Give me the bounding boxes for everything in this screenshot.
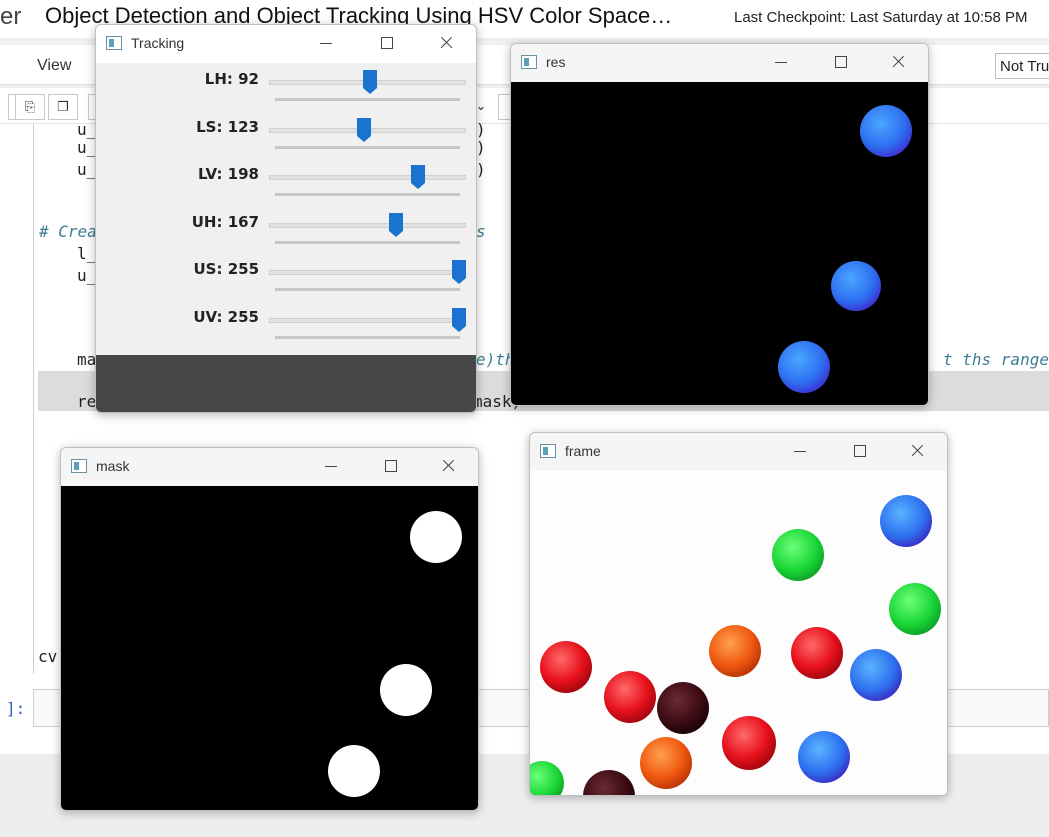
trackbar-label: US: 255 bbox=[193, 260, 259, 278]
res-image-drawing bbox=[778, 105, 912, 393]
slider-thumb-icon[interactable] bbox=[357, 118, 372, 142]
trackbar-ticks bbox=[275, 288, 460, 291]
cell-prompt: ]: bbox=[6, 699, 26, 718]
close-icon[interactable] bbox=[437, 454, 461, 478]
code-line: ma bbox=[77, 350, 97, 369]
trackbar-ls: LS: 123 bbox=[96, 114, 476, 161]
maximize-icon[interactable] bbox=[379, 454, 403, 478]
trackbar-label: LV: 198 bbox=[198, 165, 259, 183]
close-icon[interactable] bbox=[887, 50, 911, 74]
code-line: l_ bbox=[77, 244, 97, 263]
frame-image bbox=[530, 471, 947, 795]
tracking-empty-area bbox=[96, 355, 476, 412]
code-line: u_ bbox=[77, 138, 97, 157]
slider-thumb-icon[interactable] bbox=[452, 308, 466, 332]
app-window-icon bbox=[71, 459, 87, 473]
trackbar-uv: UV: 255 bbox=[96, 304, 476, 351]
maximize-icon[interactable] bbox=[829, 50, 853, 74]
tracking-titlebar[interactable]: Tracking bbox=[96, 25, 476, 63]
minimize-icon[interactable] bbox=[319, 454, 343, 478]
trackbar-lv: LV: 198 bbox=[96, 161, 476, 208]
res-titlebar[interactable]: res bbox=[511, 44, 928, 82]
maximize-icon[interactable] bbox=[848, 439, 872, 463]
trackbar-ticks bbox=[275, 193, 460, 196]
minimize-icon[interactable] bbox=[314, 31, 338, 55]
slider-thumb-icon[interactable] bbox=[363, 70, 378, 94]
trackbar-lh: LH: 92 bbox=[96, 66, 476, 113]
tracking-window[interactable]: Tracking LH: 92 LS: 123 LV: 198 UH: 167 bbox=[95, 24, 477, 413]
jupyter-logo-fragment: er bbox=[0, 3, 22, 30]
trackbar-label: LH: 92 bbox=[204, 70, 259, 88]
code-line: cv bbox=[38, 647, 58, 666]
window-title: Tracking bbox=[131, 35, 185, 51]
trackbar-label: UV: 255 bbox=[193, 308, 259, 326]
code-line: u_ bbox=[77, 160, 97, 179]
minimize-icon[interactable] bbox=[769, 50, 793, 74]
dropdown-chevron-icon[interactable]: ⌄ bbox=[475, 94, 487, 120]
trackbar-us: US: 255 bbox=[96, 256, 476, 303]
trackbar-label: UH: 167 bbox=[191, 213, 259, 231]
trackbar-ticks bbox=[275, 336, 460, 339]
code-comment: # Crea bbox=[39, 222, 97, 241]
app-window-icon bbox=[106, 36, 122, 50]
trackbar-groove[interactable] bbox=[269, 223, 466, 228]
trackbar-uh: UH: 167 bbox=[96, 209, 476, 256]
code-line: u_ bbox=[77, 266, 97, 285]
copy-icon[interactable]: ⎘ bbox=[15, 94, 45, 120]
frame-titlebar[interactable]: frame bbox=[530, 433, 947, 471]
window-title: res bbox=[546, 54, 566, 70]
paste-icon[interactable]: ❐ bbox=[48, 94, 78, 120]
close-icon[interactable] bbox=[435, 31, 459, 55]
app-window-icon bbox=[521, 55, 537, 69]
slider-thumb-icon[interactable] bbox=[411, 165, 426, 189]
close-icon[interactable] bbox=[906, 439, 930, 463]
res-window[interactable]: res bbox=[510, 43, 929, 406]
trackbar-groove[interactable] bbox=[269, 318, 466, 323]
code-cell[interactable] bbox=[33, 124, 1049, 674]
slider-thumb-icon[interactable] bbox=[388, 213, 403, 237]
mask-titlebar[interactable]: mask bbox=[61, 448, 478, 486]
trackbar-panel: LH: 92 LS: 123 LV: 198 UH: 167 US: 255 bbox=[96, 63, 476, 355]
code-comment: s bbox=[476, 222, 486, 241]
trackbar-groove[interactable] bbox=[269, 175, 466, 180]
code-line: u_ bbox=[77, 120, 97, 139]
frame-image-drawing bbox=[530, 471, 947, 795]
minimize-icon[interactable] bbox=[788, 439, 812, 463]
frame-window[interactable]: frame bbox=[529, 432, 948, 796]
window-title: frame bbox=[565, 443, 601, 459]
code-line: ) bbox=[476, 120, 486, 139]
checkpoint-status: Last Checkpoint: Last Saturday at 10:58 … bbox=[734, 9, 1028, 26]
mask-image bbox=[61, 486, 478, 810]
trackbar-label: LS: 123 bbox=[196, 118, 259, 136]
code-line: re bbox=[77, 392, 97, 411]
app-window-icon bbox=[540, 444, 556, 458]
mask-window[interactable]: mask bbox=[60, 447, 479, 811]
maximize-icon[interactable] bbox=[375, 31, 399, 55]
code-line: mask) bbox=[473, 392, 522, 411]
trusted-indicator[interactable]: Not Trusted bbox=[995, 53, 1049, 79]
notebook-title[interactable]: Object Detection and Object Tracking Usi… bbox=[45, 3, 673, 28]
code-comment: e)th bbox=[476, 350, 515, 369]
menu-view[interactable]: View bbox=[37, 57, 72, 74]
trackbar-ticks bbox=[275, 241, 460, 244]
code-line: ) bbox=[476, 138, 486, 157]
code-line: ) bbox=[476, 160, 486, 179]
slider-thumb-icon[interactable] bbox=[452, 260, 466, 284]
code-comment: t ths range) bbox=[943, 350, 1049, 369]
mask-image-drawing bbox=[328, 511, 462, 797]
trackbar-groove[interactable] bbox=[269, 270, 466, 275]
trackbar-ticks bbox=[275, 98, 460, 101]
window-title: mask bbox=[96, 458, 130, 474]
trackbar-ticks bbox=[275, 146, 460, 149]
res-image bbox=[511, 82, 928, 405]
